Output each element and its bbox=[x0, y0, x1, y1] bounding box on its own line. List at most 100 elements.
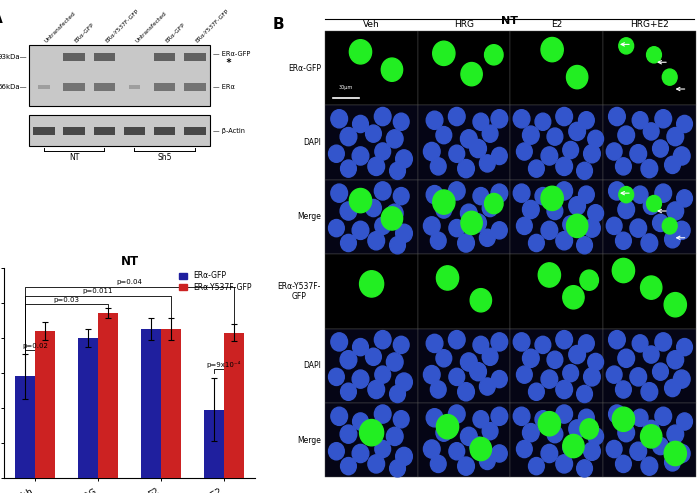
Circle shape bbox=[677, 115, 692, 133]
Circle shape bbox=[436, 350, 452, 367]
Circle shape bbox=[470, 362, 486, 381]
Circle shape bbox=[630, 442, 647, 460]
Bar bbox=[418, 254, 510, 328]
Bar bbox=[603, 106, 696, 180]
Circle shape bbox=[612, 258, 634, 282]
Circle shape bbox=[655, 407, 671, 425]
Circle shape bbox=[368, 455, 384, 473]
Circle shape bbox=[577, 386, 592, 403]
Circle shape bbox=[449, 145, 465, 162]
Circle shape bbox=[374, 217, 391, 235]
Circle shape bbox=[535, 113, 551, 130]
Bar bbox=[78, 338, 98, 478]
Circle shape bbox=[382, 207, 402, 230]
Circle shape bbox=[556, 107, 573, 126]
Circle shape bbox=[461, 427, 477, 446]
Circle shape bbox=[608, 331, 625, 349]
Circle shape bbox=[517, 143, 532, 160]
Circle shape bbox=[395, 150, 412, 168]
Circle shape bbox=[563, 216, 578, 233]
Bar bbox=[603, 403, 696, 477]
Circle shape bbox=[541, 370, 558, 388]
Circle shape bbox=[374, 405, 391, 423]
Bar bbox=[94, 83, 115, 91]
Bar bbox=[418, 328, 510, 403]
Circle shape bbox=[556, 405, 573, 423]
Circle shape bbox=[353, 339, 368, 356]
Circle shape bbox=[352, 444, 369, 462]
Circle shape bbox=[484, 193, 503, 213]
Circle shape bbox=[643, 421, 659, 437]
Circle shape bbox=[588, 130, 603, 147]
Text: ERα-Y537F-GFP: ERα-Y537F-GFP bbox=[195, 8, 230, 43]
Circle shape bbox=[528, 234, 545, 251]
Circle shape bbox=[522, 201, 539, 218]
Circle shape bbox=[528, 458, 545, 475]
Bar bbox=[510, 254, 603, 328]
Circle shape bbox=[522, 349, 539, 367]
Bar bbox=[38, 85, 50, 89]
Text: A: A bbox=[0, 11, 3, 26]
Bar bbox=[510, 31, 603, 106]
Circle shape bbox=[535, 187, 551, 205]
Circle shape bbox=[331, 184, 347, 202]
Legend: ERα-GFP, ERα-Y537F-GFP: ERα-GFP, ERα-Y537F-GFP bbox=[179, 271, 251, 292]
Circle shape bbox=[341, 160, 356, 177]
Bar bbox=[224, 332, 244, 478]
Circle shape bbox=[484, 45, 503, 65]
Circle shape bbox=[482, 423, 498, 440]
Circle shape bbox=[541, 147, 558, 165]
Circle shape bbox=[436, 415, 459, 439]
Text: ERα-Y537F-GFP: ERα-Y537F-GFP bbox=[104, 8, 140, 43]
Circle shape bbox=[436, 424, 452, 441]
Circle shape bbox=[641, 160, 658, 177]
Circle shape bbox=[395, 373, 412, 391]
Circle shape bbox=[563, 141, 578, 159]
Circle shape bbox=[655, 333, 671, 351]
Circle shape bbox=[470, 437, 486, 455]
Circle shape bbox=[353, 413, 368, 430]
Bar bbox=[124, 127, 145, 135]
Circle shape bbox=[538, 412, 561, 436]
Text: E2: E2 bbox=[551, 20, 562, 29]
Circle shape bbox=[374, 143, 391, 160]
Circle shape bbox=[606, 143, 622, 160]
Circle shape bbox=[618, 201, 634, 218]
Circle shape bbox=[632, 112, 648, 129]
Circle shape bbox=[664, 156, 680, 174]
Text: DAPI: DAPI bbox=[303, 138, 321, 147]
Circle shape bbox=[458, 457, 475, 475]
Circle shape bbox=[673, 221, 690, 240]
Circle shape bbox=[353, 115, 368, 133]
Circle shape bbox=[461, 353, 477, 371]
Bar bbox=[326, 254, 418, 328]
Circle shape bbox=[393, 113, 409, 130]
Circle shape bbox=[480, 155, 495, 172]
Circle shape bbox=[393, 336, 409, 353]
Circle shape bbox=[365, 348, 382, 365]
Circle shape bbox=[390, 460, 405, 477]
Circle shape bbox=[482, 200, 498, 216]
Bar bbox=[603, 328, 696, 403]
Circle shape bbox=[449, 219, 465, 237]
Circle shape bbox=[424, 142, 440, 161]
Bar bbox=[63, 53, 85, 61]
Circle shape bbox=[426, 334, 443, 352]
Circle shape bbox=[643, 123, 659, 140]
Circle shape bbox=[491, 333, 508, 351]
Circle shape bbox=[365, 423, 382, 440]
Circle shape bbox=[632, 186, 648, 203]
Circle shape bbox=[612, 407, 634, 431]
Bar bbox=[98, 313, 118, 478]
Circle shape bbox=[563, 364, 578, 382]
Circle shape bbox=[522, 423, 539, 442]
Circle shape bbox=[547, 425, 563, 443]
Circle shape bbox=[673, 370, 690, 388]
Circle shape bbox=[461, 130, 477, 148]
Circle shape bbox=[374, 440, 391, 458]
Circle shape bbox=[430, 456, 446, 472]
Circle shape bbox=[386, 204, 403, 222]
Bar bbox=[154, 83, 176, 91]
Circle shape bbox=[643, 346, 659, 363]
Bar bbox=[184, 83, 206, 91]
